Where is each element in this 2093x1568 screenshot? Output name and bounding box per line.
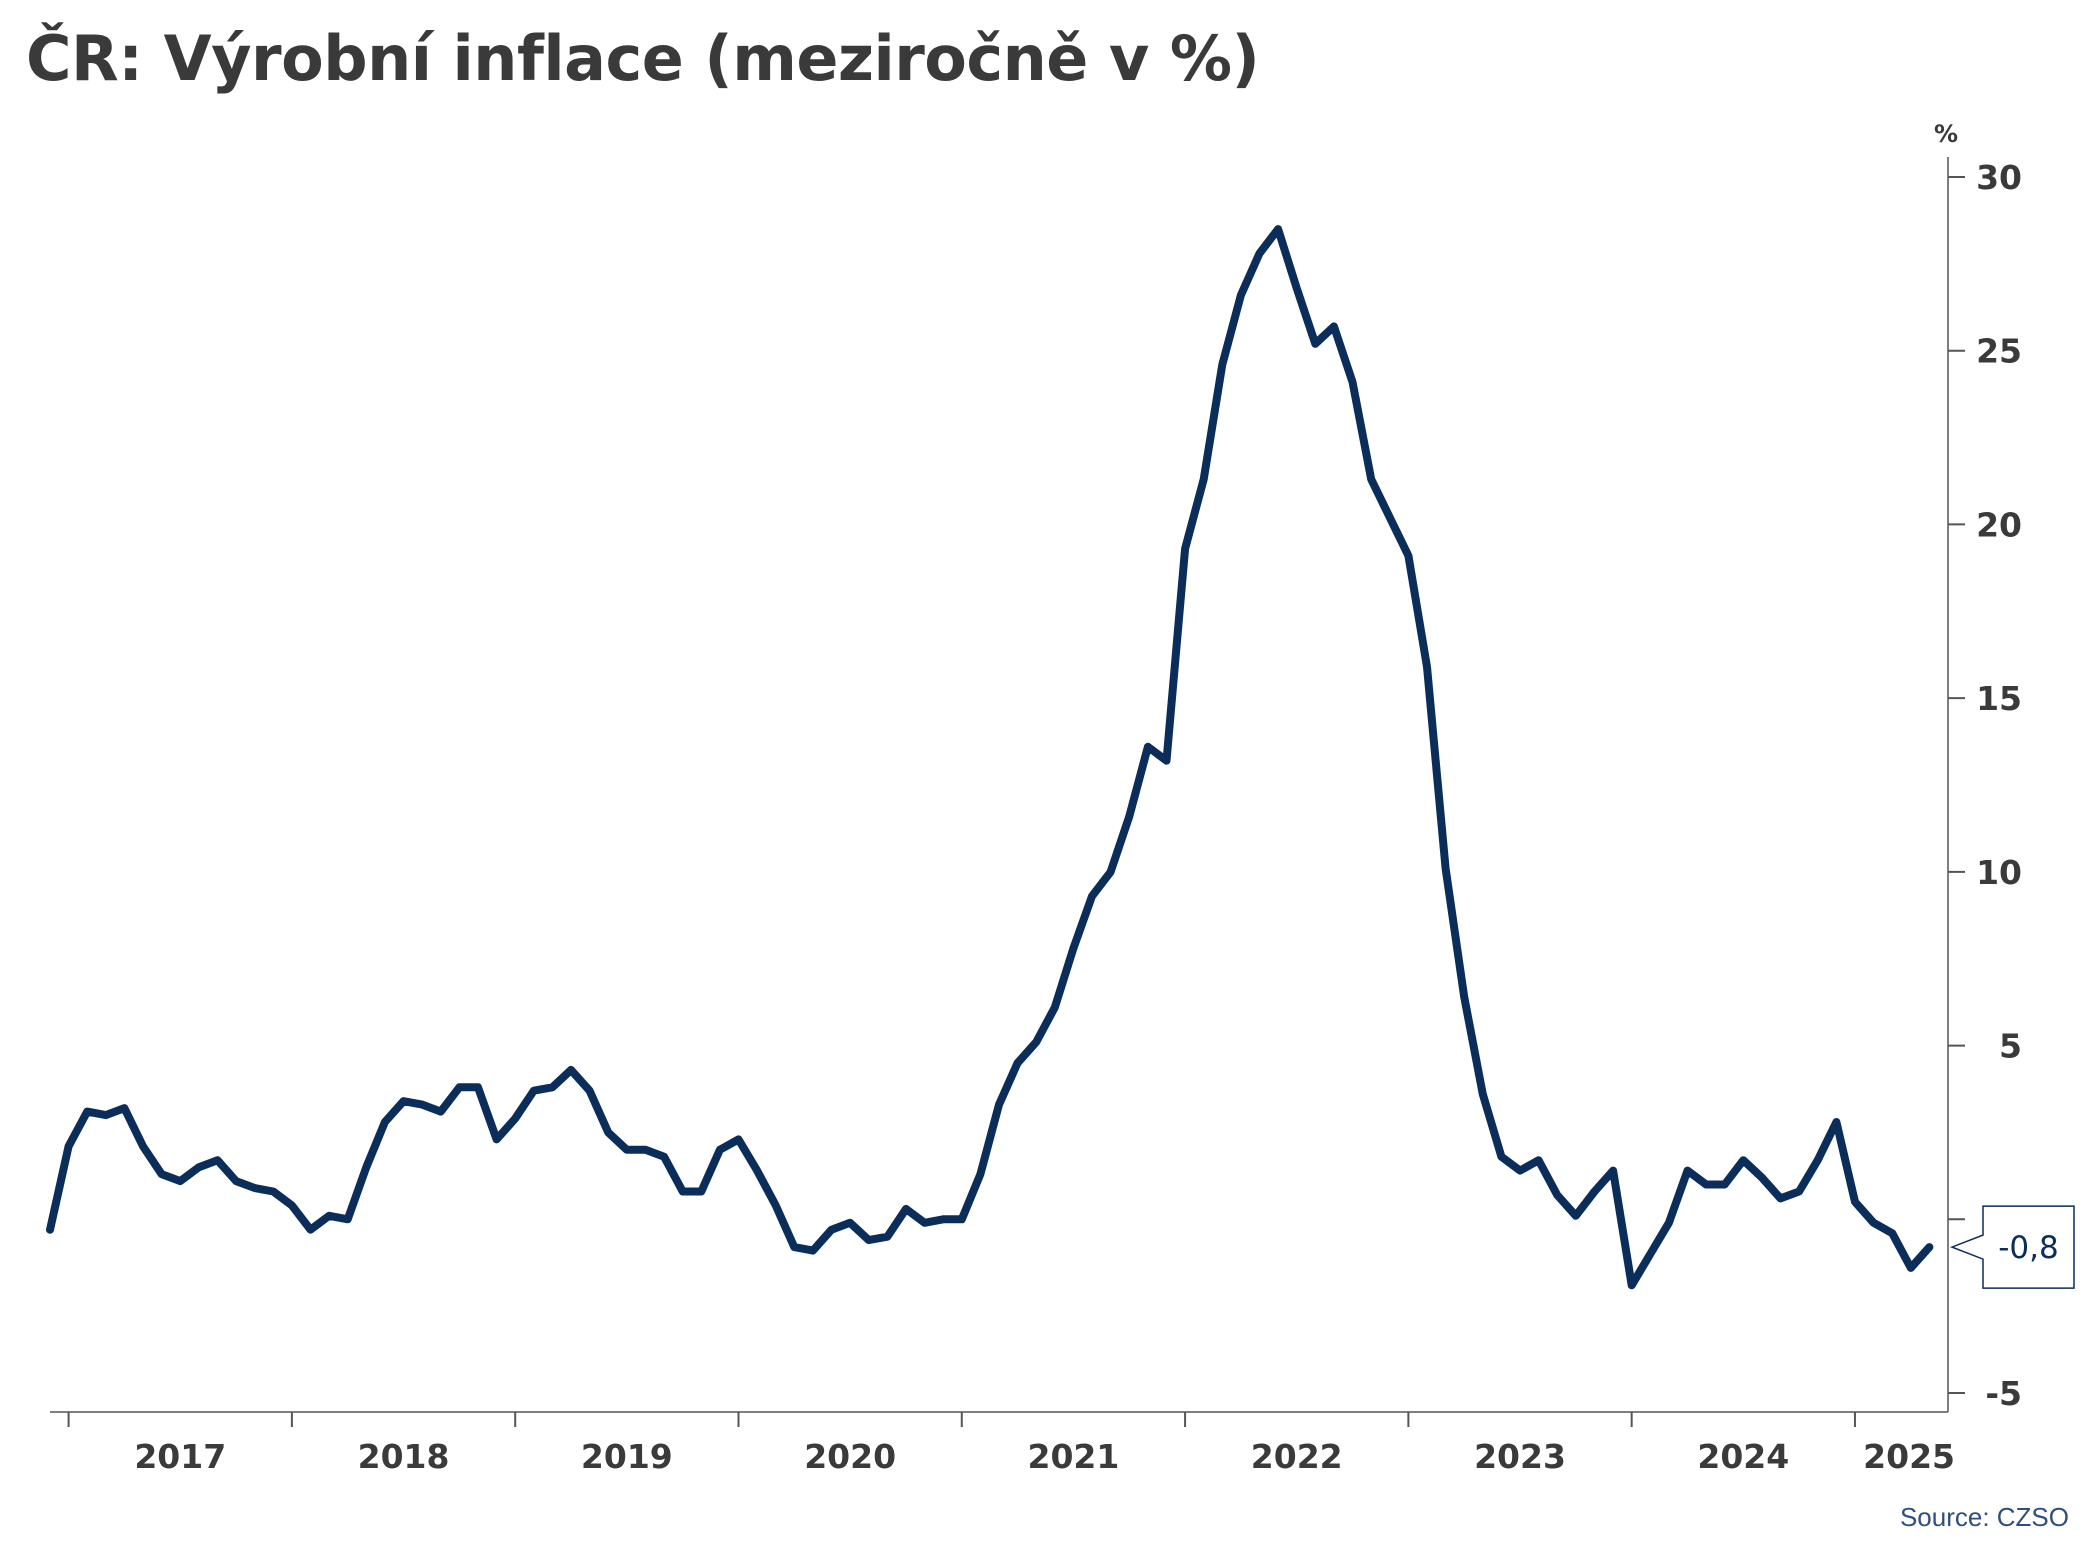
x-tick-label: 2024 — [1697, 1437, 1789, 1476]
x-tick-label: 2025 — [1863, 1437, 1955, 1476]
y-unit-label: % — [1934, 120, 1958, 148]
x-tick-label: 2023 — [1474, 1437, 1566, 1476]
y-tick-label: 10 — [1976, 853, 2022, 892]
x-tick-label: 2022 — [1251, 1437, 1343, 1476]
series-line — [46, 225, 1934, 1290]
series-layer — [46, 225, 1934, 1290]
callout-value: -0,8 — [1998, 1230, 2059, 1266]
x-tick-label: 2019 — [581, 1437, 673, 1476]
y-tick-label: 15 — [1976, 679, 2022, 718]
x-tick-label: 2018 — [358, 1437, 450, 1476]
x-tick-label: 2020 — [804, 1437, 896, 1476]
x-axis: 2017 2018 2019 2020 2021 2022 2023 2024 2025 — [50, 1411, 1955, 1476]
source-note: Source: CZSO — [1899, 1502, 2069, 1532]
y-tick-label: -5 — [1985, 1374, 2022, 1413]
chart-title: ČR: Výrobní inflace (meziročně v %) — [26, 22, 1260, 95]
x-tick-label: 2017 — [134, 1437, 226, 1476]
y-axis: -5051015202530% — [1934, 120, 2022, 1413]
last-value-callout: -0,8 — [1949, 1205, 2075, 1289]
y-tick-label: 25 — [1976, 332, 2022, 371]
y-tick-label: 30 — [1976, 158, 2022, 197]
x-tick-label: 2021 — [1028, 1437, 1120, 1476]
callout-box — [1949, 1205, 2075, 1289]
y-tick-label: 5 — [1999, 1027, 2022, 1066]
y-tick-label: 20 — [1976, 505, 2022, 544]
